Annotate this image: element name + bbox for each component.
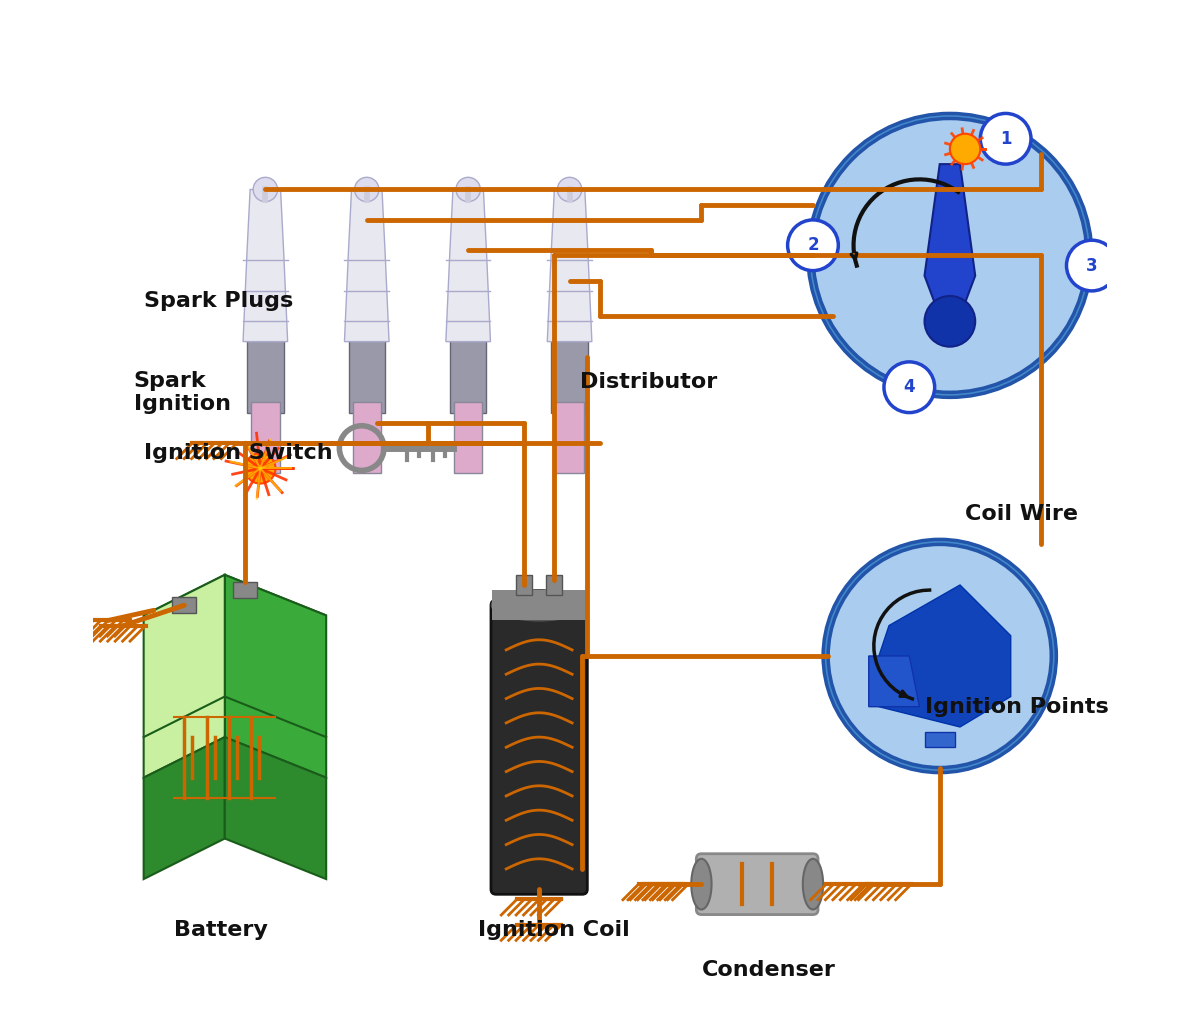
Text: Coil Wire: Coil Wire bbox=[965, 504, 1078, 524]
Circle shape bbox=[828, 545, 1051, 768]
FancyBboxPatch shape bbox=[492, 590, 587, 621]
Polygon shape bbox=[869, 656, 919, 706]
Circle shape bbox=[808, 113, 1092, 398]
Ellipse shape bbox=[803, 858, 823, 910]
Polygon shape bbox=[244, 189, 288, 341]
FancyBboxPatch shape bbox=[172, 597, 197, 614]
FancyBboxPatch shape bbox=[556, 402, 583, 474]
Polygon shape bbox=[224, 737, 326, 879]
Circle shape bbox=[253, 177, 277, 201]
Circle shape bbox=[787, 220, 839, 270]
Polygon shape bbox=[144, 575, 224, 777]
FancyBboxPatch shape bbox=[546, 575, 563, 595]
Polygon shape bbox=[924, 164, 976, 317]
Text: 2: 2 bbox=[808, 236, 818, 254]
Polygon shape bbox=[344, 189, 389, 341]
Ellipse shape bbox=[691, 858, 712, 910]
Text: Ignition Switch: Ignition Switch bbox=[144, 443, 332, 464]
Text: Ignition Coil: Ignition Coil bbox=[479, 920, 630, 940]
Polygon shape bbox=[144, 737, 224, 879]
Circle shape bbox=[980, 113, 1031, 164]
Circle shape bbox=[354, 177, 379, 201]
FancyBboxPatch shape bbox=[454, 402, 482, 474]
Text: Ignition Points: Ignition Points bbox=[924, 697, 1109, 717]
Polygon shape bbox=[878, 585, 1010, 727]
Text: Spark
Ignition: Spark Ignition bbox=[133, 371, 230, 414]
Circle shape bbox=[1067, 241, 1117, 291]
Circle shape bbox=[558, 177, 582, 201]
Polygon shape bbox=[224, 575, 326, 777]
FancyBboxPatch shape bbox=[491, 600, 587, 894]
Circle shape bbox=[456, 177, 480, 201]
FancyBboxPatch shape bbox=[551, 331, 588, 412]
Circle shape bbox=[950, 134, 980, 164]
Circle shape bbox=[812, 118, 1087, 393]
Circle shape bbox=[245, 453, 276, 483]
Text: Condenser: Condenser bbox=[702, 960, 835, 981]
Circle shape bbox=[924, 296, 976, 346]
Text: 3: 3 bbox=[1086, 257, 1098, 274]
Polygon shape bbox=[144, 575, 326, 656]
Circle shape bbox=[884, 362, 935, 412]
Text: 1: 1 bbox=[1000, 130, 1012, 148]
Text: 4: 4 bbox=[904, 378, 916, 396]
Text: Spark Plugs: Spark Plugs bbox=[144, 291, 293, 311]
Polygon shape bbox=[547, 189, 592, 341]
FancyBboxPatch shape bbox=[696, 853, 818, 915]
Ellipse shape bbox=[492, 590, 587, 621]
FancyBboxPatch shape bbox=[516, 575, 532, 595]
Circle shape bbox=[823, 540, 1056, 773]
FancyBboxPatch shape bbox=[450, 331, 486, 412]
FancyBboxPatch shape bbox=[924, 732, 955, 747]
Text: Distributor: Distributor bbox=[580, 372, 716, 392]
FancyBboxPatch shape bbox=[251, 402, 280, 474]
FancyBboxPatch shape bbox=[348, 331, 385, 412]
FancyBboxPatch shape bbox=[353, 402, 380, 474]
Polygon shape bbox=[446, 189, 491, 341]
Text: Battery: Battery bbox=[174, 920, 268, 940]
FancyBboxPatch shape bbox=[247, 331, 283, 412]
FancyBboxPatch shape bbox=[233, 582, 257, 598]
